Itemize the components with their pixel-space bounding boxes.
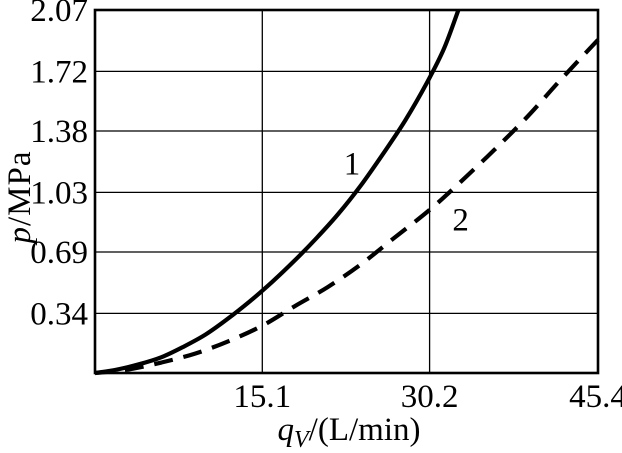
y-tick-label: 0.34 — [30, 296, 88, 332]
y-tick-label: 2.07 — [30, 0, 88, 29]
plot-border — [93, 8, 600, 375]
x-axis-unit: /(L/min) — [308, 412, 421, 448]
x-tick-label: 30.2 — [401, 379, 459, 415]
y-tick-label: 1.03 — [30, 175, 88, 211]
curve-1 — [94, 9, 461, 376]
y-tick-label: 1.38 — [30, 114, 88, 150]
x-axis-label: qV/(L/min) — [199, 409, 499, 453]
curve-2 — [94, 38, 600, 376]
x-axis-symbol: q — [277, 412, 295, 448]
x-tick-label: 45.4 — [569, 379, 622, 415]
curve-label-2: 2 — [452, 203, 469, 239]
y-tick-label: 0.69 — [30, 235, 88, 271]
y-axis-label: p/MPa — [0, 97, 41, 297]
y-axis-unit: /MPa — [2, 150, 38, 227]
y-axis-symbol: p — [2, 226, 38, 244]
x-axis-symbol-subscript: V — [294, 427, 309, 453]
x-tick-label: 15.1 — [233, 379, 291, 415]
y-tick-label: 1.72 — [30, 54, 88, 90]
curve-label-1: 1 — [344, 147, 361, 183]
